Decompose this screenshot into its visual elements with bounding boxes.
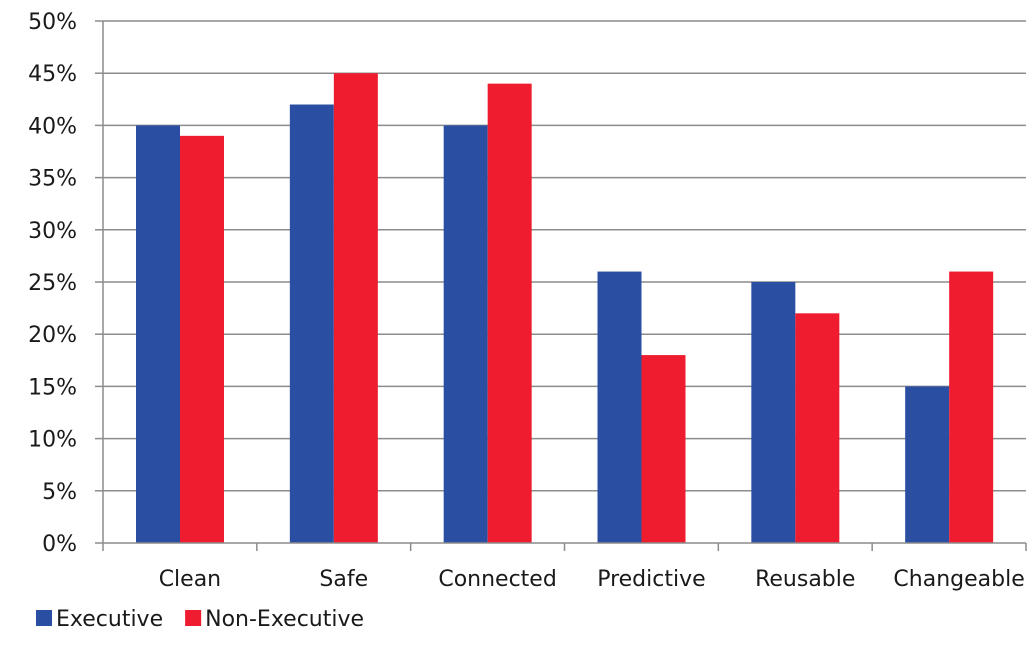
bar-non-executive-changeable (949, 271, 994, 543)
y-tick-label: 25% (28, 271, 77, 296)
bar-executive-predictive (597, 271, 642, 543)
x-axis-category-labels: Clean Safe Connected Predictive Reusable Chan… (159, 567, 1025, 592)
x-category-label: Clean (159, 567, 221, 592)
y-tick-label: 0% (42, 532, 77, 557)
legend-label-non-executive: Non-Executive (205, 607, 364, 632)
y-tick-label: 20% (28, 323, 77, 348)
bar-executive-reusable (751, 282, 796, 543)
bar-executive-safe (289, 104, 334, 544)
y-tick-label: 50% (28, 10, 77, 35)
x-category-label: Connected (438, 567, 556, 592)
x-category-label: Reusable (755, 567, 855, 592)
bar-non-executive-predictive (641, 355, 686, 543)
bar-executive-connected (443, 125, 488, 544)
x-category-label: Predictive (597, 567, 705, 592)
legend-label-executive: Executive (56, 607, 163, 632)
bars (136, 73, 994, 544)
bar-non-executive-safe (333, 73, 378, 543)
legend-swatch-executive (36, 610, 52, 626)
legend-swatch-non-executive (185, 610, 202, 626)
bar-non-executive-reusable (795, 313, 840, 543)
y-tick-label: 30% (28, 219, 77, 244)
bar-non-executive-clean (180, 135, 224, 543)
y-tick-label: 5% (42, 480, 77, 505)
y-tick-label: 40% (28, 114, 77, 139)
y-tick-label: 45% (28, 62, 77, 87)
x-category-label: Safe (319, 567, 368, 592)
y-tick-label: 10% (28, 428, 77, 453)
axes (95, 20, 1027, 551)
y-axis-tick-labels: 0% 5% 10% 15% 20% 25% 30% 35% 40% 45% 50% (28, 10, 77, 557)
x-category-label: Changeable (893, 567, 1024, 592)
gridlines (103, 20, 1026, 492)
y-tick-label: 35% (28, 167, 77, 192)
y-tick-label: 15% (28, 375, 77, 400)
bar-non-executive-connected (487, 83, 532, 543)
bar-executive-clean (136, 125, 180, 544)
bar-executive-changeable (905, 386, 950, 543)
legend: Executive Non-Executive (36, 607, 364, 632)
